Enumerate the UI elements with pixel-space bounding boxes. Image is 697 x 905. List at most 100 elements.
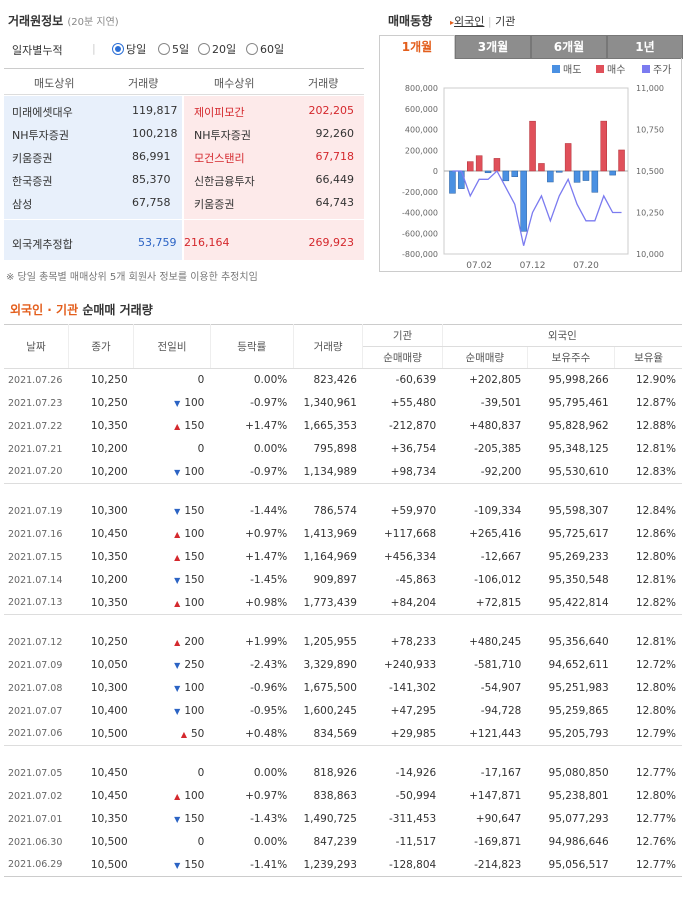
cell-volume: 786,574 <box>313 505 357 517</box>
cell-holdings: 95,056,517 <box>548 858 609 871</box>
bar <box>449 170 456 194</box>
cell-foreign-net: +202,805 <box>469 374 522 387</box>
legend-label: 매수 <box>607 64 625 76</box>
cell-inst-net: +29,985 <box>390 727 437 740</box>
table-row: 2021.07.13 10,350 100 +0.98% 1,773,439 +84,20… <box>4 592 682 615</box>
cell-ratio: 12.80% <box>635 790 676 802</box>
foreign-total-sell: 53,759 <box>138 236 177 249</box>
cell-rate: -0.95% <box>250 705 288 717</box>
cell-ratio: 12.86% <box>635 528 676 540</box>
cell-change: 200 <box>134 631 211 654</box>
cell-ratio: 12.87% <box>635 397 676 409</box>
divider <box>4 219 364 220</box>
cell-close: 10,450 <box>90 767 128 779</box>
cell-ratio: 12.76% <box>635 836 676 848</box>
period-radio-1d[interactable]: 당일 <box>112 41 146 57</box>
cell-close: 10,500 <box>90 727 128 740</box>
table-row: 2021.07.21 10,200 0 0.00% 795,898 +36,754 -205… <box>4 438 682 461</box>
legend-swatch <box>596 65 604 73</box>
tab-1year[interactable]: 1년 <box>607 35 683 59</box>
table-bottom <box>4 876 682 879</box>
cell-change: 150 <box>134 546 211 569</box>
cell-ratio: 12.84% <box>635 505 676 517</box>
table-row: 2021.07.06 10,500 50 +0.48% 834,569 +29,985 +1… <box>4 723 682 746</box>
cell-rate: +0.97% <box>245 790 288 802</box>
cell-inst-net: -141,302 <box>388 682 437 694</box>
period-radio-20d[interactable]: 20일 <box>198 41 236 57</box>
buy-broker-volume: 202,205 <box>308 104 355 117</box>
cell-rate: -2.43% <box>250 659 288 671</box>
tab-3month[interactable]: 3개월 <box>455 35 531 59</box>
cell-close: 10,450 <box>90 528 128 540</box>
cell-ratio: 12.88% <box>635 420 676 432</box>
x-tick: 07.12 <box>520 261 546 271</box>
period-radio-5d[interactable]: 5일 <box>158 41 189 57</box>
cell-rate: +0.98% <box>245 596 288 609</box>
legend-label: 매도 <box>563 64 581 76</box>
period-radio-60d[interactable]: 60일 <box>246 41 284 57</box>
cell-volume: 1,675,500 <box>303 682 357 694</box>
cell-holdings: 95,422,814 <box>548 596 609 609</box>
table-row: 2021.07.20 10,200 100 -0.97% 1,134,989 +98,73… <box>4 461 682 484</box>
table-row: 2021.07.09 10,050 250 -2.43% 3,329,890 +240,9… <box>4 654 682 677</box>
link-institution[interactable]: 기관 <box>495 15 516 28</box>
col-rate: 등락률 <box>210 324 294 369</box>
header-sell-vol: 거래량 <box>128 77 159 90</box>
cell-date: 2021.07.06 <box>8 728 63 740</box>
col-change: 전일비 <box>133 324 211 369</box>
trade-table: 날짜 종가 전일비 등락률 거래량 기관 외국인 순매매량 순매매량 보유주수 … <box>4 324 682 879</box>
trend-title: 매매동향 <box>388 12 432 29</box>
tab-6month[interactable]: 6개월 <box>531 35 607 59</box>
cell-date: 2021.07.05 <box>8 767 63 779</box>
tab-1month[interactable]: 1개월 <box>379 35 455 59</box>
cell-rate: -0.97% <box>250 465 288 478</box>
broker-row: 한국증권 85,370 신한금융투자 66,449 <box>4 170 364 190</box>
cell-holdings: 95,259,865 <box>548 705 609 717</box>
bar <box>484 170 492 174</box>
broker-row: NH투자증권 100,218 NH투자증권 92,260 <box>4 124 364 144</box>
link-foreign[interactable]: 외국인 <box>454 15 485 28</box>
cell-foreign-net: +121,443 <box>469 727 522 740</box>
header-sell-top: 매도상위 <box>34 77 75 90</box>
cell-rate: 0.00% <box>253 767 288 779</box>
cell-change: 250 <box>134 654 211 677</box>
cell-rate: +1.47% <box>245 551 288 563</box>
cell-rate: +1.99% <box>245 636 288 648</box>
estimate-note: ※ 당일 총목별 매매상위 5개 회원사 정보를 이용한 추정치임 <box>6 272 258 283</box>
y-left-tick: 600,000 <box>405 105 438 114</box>
buy-broker-name: 신한금융투자 <box>194 175 255 188</box>
col-date: 날짜 <box>4 324 69 369</box>
cell-close: 10,300 <box>90 505 128 517</box>
sell-broker-volume: 86,991 <box>132 150 171 163</box>
sell-broker-name: 삼성 <box>12 198 33 211</box>
cell-volume: 1,600,245 <box>303 705 357 717</box>
period-label: 일자별누적 <box>12 44 63 57</box>
cell-close: 10,250 <box>90 636 128 648</box>
cell-holdings: 95,828,962 <box>548 420 609 432</box>
col-close: 종가 <box>68 324 135 369</box>
cell-rate: -0.96% <box>250 682 288 694</box>
cell-close: 10,300 <box>90 682 128 694</box>
cell-inst-net: +456,334 <box>383 551 437 563</box>
y-right-tick: 10,750 <box>636 126 664 135</box>
group-separator <box>4 483 682 500</box>
cell-change: 100 <box>134 592 211 615</box>
chart-box: 매도 매수 주가 800,000 600,000 400,000 200,000 0 -200,… <box>379 58 682 272</box>
col-ratio: 보유율 <box>614 346 682 369</box>
y-left-tick: 200,000 <box>405 146 438 155</box>
cell-holdings: 95,598,307 <box>548 505 609 517</box>
sell-broker-name: NH투자증권 <box>12 129 69 142</box>
broker-row: 키움증권 86,991 모건스탠리 67,718 <box>4 147 364 167</box>
cell-date: 2021.07.07 <box>8 705 63 717</box>
cell-foreign-net: -17,167 <box>480 767 522 779</box>
cell-rate: -0.97% <box>250 397 288 409</box>
buy-broker-name: 모건스탠리 <box>194 152 245 165</box>
y-left-tick: 400,000 <box>405 126 438 135</box>
table-row: 2021.07.22 10,350 150 +1.47% 1,665,353 -212,8… <box>4 415 682 438</box>
cell-close: 10,200 <box>90 465 128 478</box>
cell-ratio: 12.81% <box>635 636 676 648</box>
cell-rate: +0.48% <box>245 727 288 740</box>
cell-inst-net: -14,926 <box>395 767 437 779</box>
cell-inst-net: +98,734 <box>390 465 437 478</box>
cell-date: 2021.07.20 <box>8 466 63 478</box>
